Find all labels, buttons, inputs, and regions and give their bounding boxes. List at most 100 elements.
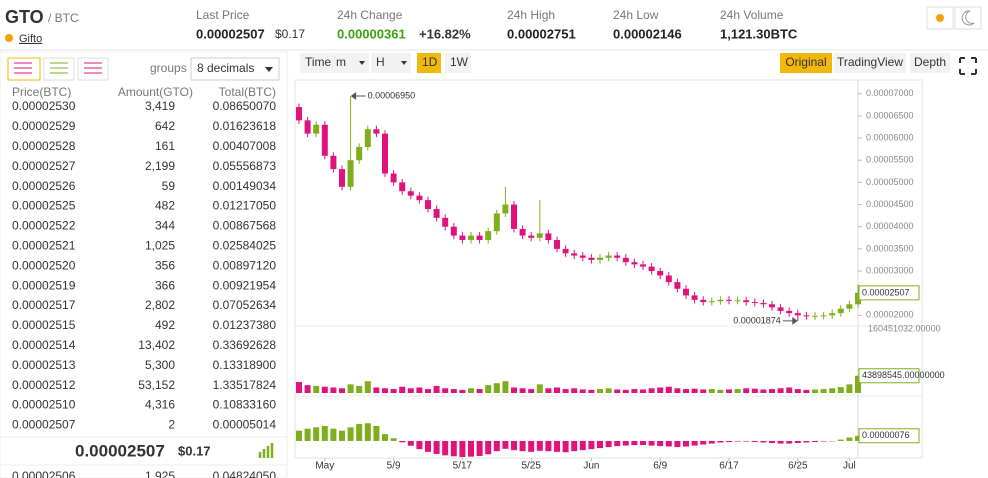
decimals-value: 8 decimals: [197, 61, 254, 75]
candle-body: [769, 304, 775, 308]
ask-price: 0.00002525: [12, 199, 76, 213]
candle-body: [554, 240, 560, 249]
volume-bar: [820, 389, 827, 393]
ask-total: 0.13318900: [213, 358, 277, 372]
view-button[interactable]: [780, 53, 832, 73]
interval-button[interactable]: [371, 53, 411, 73]
candle-body: [717, 299, 724, 302]
candle-body: [296, 107, 302, 121]
interval-button[interactable]: [331, 53, 369, 73]
volume-bar: [786, 387, 793, 393]
interval-label: 1W: [450, 55, 469, 69]
candle-body: [545, 233, 552, 241]
volume-bar: [665, 386, 672, 393]
y-tick-label: 0.00005500: [866, 155, 914, 165]
interval-button[interactable]: [445, 53, 471, 73]
candle-body: [794, 313, 801, 316]
volume-bar: [579, 389, 586, 393]
candle-body: [313, 124, 320, 134]
moon-icon: [961, 10, 975, 26]
candle-body: [846, 304, 853, 309]
macd-bar: [665, 440, 672, 447]
macd-bar: [674, 440, 681, 448]
ask-price: 0.00002522: [12, 219, 76, 233]
ask-amount: 2: [168, 418, 175, 432]
stat-extra: $0.17: [275, 27, 305, 41]
view-bids-button[interactable]: [43, 57, 75, 81]
view-button[interactable]: [834, 53, 906, 73]
macd-bar: [717, 440, 724, 443]
candle-body: [330, 155, 337, 170]
volume-bar: [493, 383, 500, 393]
macd-bar: [373, 425, 380, 441]
macd-bar: [407, 440, 414, 446]
volume-bar: [683, 389, 689, 393]
macd-bar: [579, 440, 586, 451]
volume-bar: [717, 389, 724, 393]
last-usd: $0.17: [178, 443, 211, 458]
candle-body: [597, 257, 603, 260]
macd-bar: [631, 440, 638, 446]
candle-body: [364, 129, 371, 147]
stat-value: 0.00000361: [337, 26, 406, 41]
view-both-button[interactable]: [7, 57, 41, 81]
ask-amount: 482: [155, 199, 175, 213]
macd-bar: [450, 440, 457, 457]
ask-total: 0.00921954: [213, 278, 277, 292]
macd-bar: [846, 437, 853, 441]
coin-name[interactable]: Gifto: [19, 33, 42, 45]
bid-price: 0.00002506: [12, 469, 76, 478]
ask-total: 0.00005014: [213, 418, 277, 432]
candle-body: [786, 310, 793, 314]
candle-body: [760, 302, 767, 305]
macd-bar: [691, 440, 698, 446]
candle-body: [502, 204, 509, 214]
volume-bar: [425, 389, 431, 393]
quote: / BTC: [48, 11, 79, 25]
x-tick-label: 5/17: [453, 461, 473, 472]
ask-amount: 161: [155, 139, 175, 153]
column-header: Price(BTC): [12, 85, 71, 99]
stat-label: 24h Low: [613, 8, 659, 22]
candle-body: [812, 315, 818, 317]
x-tick-label: 5/25: [521, 461, 541, 472]
macd-bar: [777, 440, 784, 444]
macd-bar: [382, 434, 388, 441]
volume-bar: [442, 388, 449, 393]
ask-total: 0.10833160: [213, 398, 277, 412]
x-tick-label: 6/17: [719, 461, 739, 472]
interval-button[interactable]: [417, 53, 441, 73]
macd-bar: [794, 440, 801, 443]
ask-price: 0.00002515: [12, 318, 76, 332]
dark-theme-button[interactable]: [954, 6, 982, 30]
macd-bar: [493, 440, 500, 452]
volume-bar: [502, 381, 509, 393]
volume-bar: [339, 388, 345, 393]
macd-bar: [571, 440, 578, 452]
view-button[interactable]: [910, 53, 950, 73]
view-asks-button[interactable]: [77, 57, 109, 81]
macd-bar: [313, 427, 320, 441]
macd-bar: [700, 440, 707, 445]
volume-bar: [708, 389, 715, 393]
volume-bar: [614, 389, 621, 393]
column-header: Total(BTC): [219, 85, 276, 99]
ask-price: 0.00002513: [12, 358, 76, 372]
candle-body: [803, 315, 810, 317]
y-tick-label: 0.00007000: [866, 88, 914, 98]
decimals-select[interactable]: [190, 57, 280, 81]
candle-body: [528, 235, 535, 238]
macd-bar: [562, 440, 569, 453]
last-price-label-box: [858, 285, 920, 301]
fullscreen-button[interactable]: [959, 57, 977, 75]
view-label: Depth: [914, 55, 946, 69]
stat-label: 24h Volume: [720, 8, 784, 22]
volume-bar: [364, 381, 371, 393]
macd-bar: [743, 440, 750, 442]
volume-bar: [485, 385, 492, 393]
candle-body: [588, 257, 595, 260]
interval-label: Time: [305, 55, 332, 69]
ask-amount: 344: [155, 219, 175, 233]
interval-button[interactable]: [300, 53, 330, 73]
candle-body: [416, 195, 423, 201]
